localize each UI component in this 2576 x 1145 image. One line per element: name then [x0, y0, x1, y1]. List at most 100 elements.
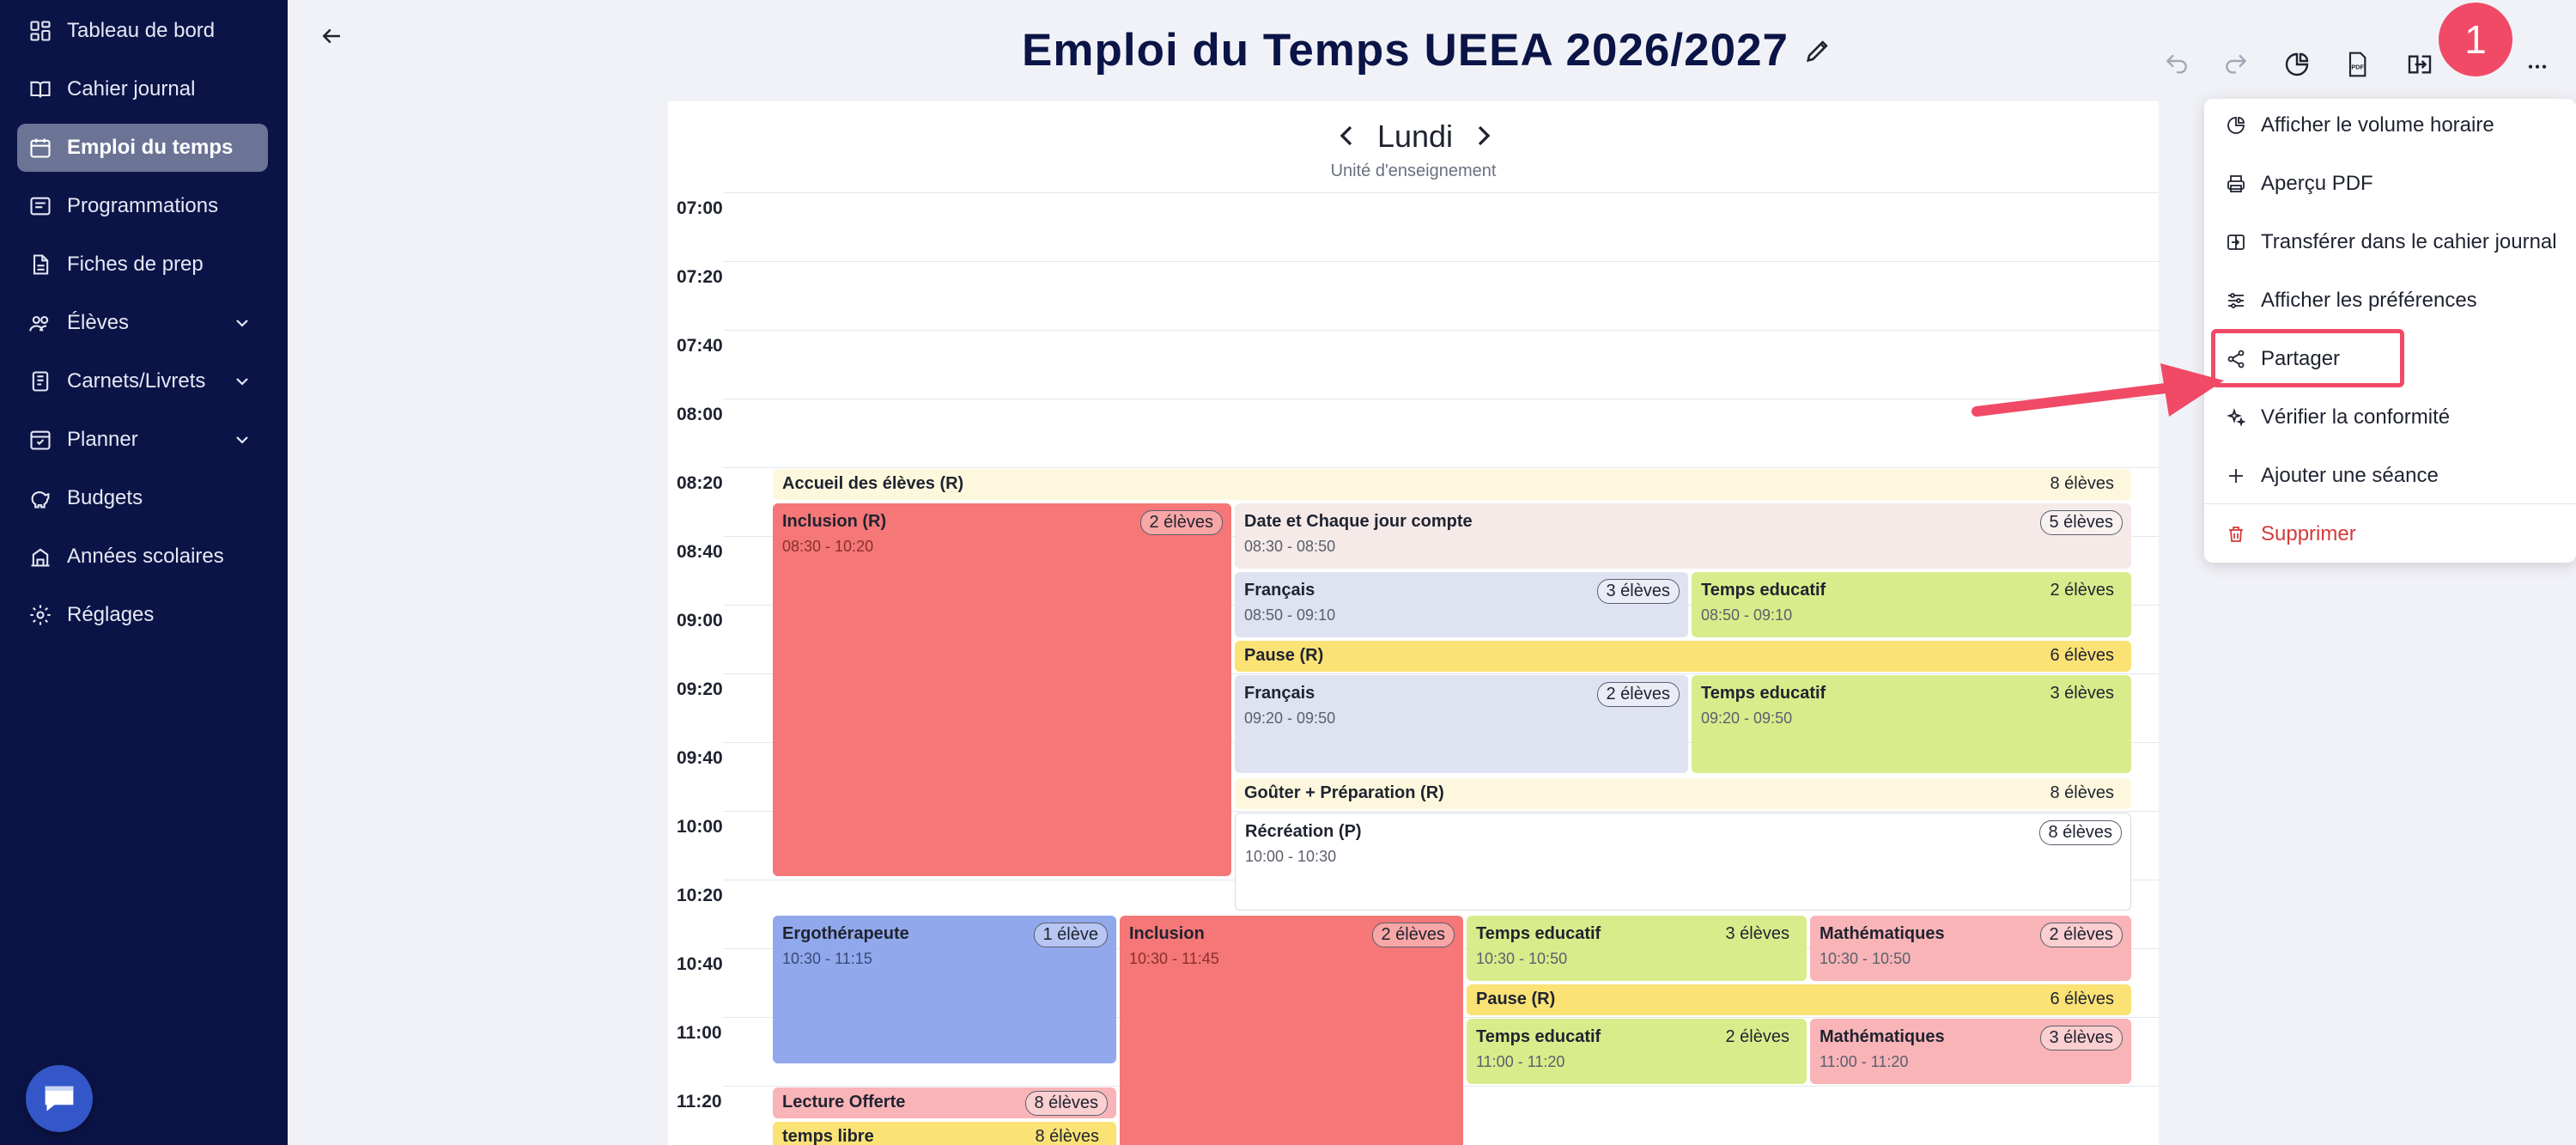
sidebar-item-tableau-de-bord[interactable]: Tableau de bord [17, 7, 268, 55]
more-options-button[interactable] [2519, 46, 2555, 82]
calendar-event[interactable]: Pause (R) 6 élèves [1235, 641, 2131, 672]
gear-icon [26, 600, 55, 630]
event-title: Temps educatif [1701, 581, 1826, 600]
grid-line [723, 811, 2159, 812]
annotation-highlight-box [2211, 329, 2404, 387]
calendar-event[interactable]: Français 08:50 - 09:10 3 élèves [1235, 572, 1688, 637]
sidebar-item-reglages[interactable]: Réglages [17, 591, 268, 639]
sidebar-item-label: Réglages [67, 603, 155, 626]
sidebar-item-emploi-du-temps[interactable]: Emploi du temps [17, 124, 268, 172]
time-label: 09:00 [677, 611, 723, 630]
time-label: 11:20 [677, 1092, 722, 1112]
chat-icon [45, 1086, 74, 1112]
book-icon [26, 75, 55, 104]
time-label: 07:20 [677, 267, 723, 287]
menu-item-verifier-conformite[interactable]: Vérifier la conformité [2204, 391, 2576, 444]
menu-item-apercu-pdf[interactable]: Aperçu PDF [2204, 157, 2576, 210]
transfer-button[interactable] [2402, 46, 2438, 82]
menu-item-preferences[interactable]: Afficher les préférences [2204, 274, 2576, 327]
sidebar-item-programmations[interactable]: Programmations [17, 182, 268, 230]
sidebar-item-carnets-livrets[interactable]: Carnets/Livrets [17, 357, 268, 405]
school-icon [26, 542, 55, 571]
event-count: 6 élèves [2050, 646, 2115, 665]
pdf-button[interactable]: PDF [2339, 46, 2375, 82]
calendar-event[interactable]: Mathématiques 11:00 - 11:20 3 élèves [1810, 1019, 2131, 1084]
chevron-left-icon[interactable] [1329, 119, 1364, 153]
calendar-event[interactable]: Temps educatif 09:20 - 09:50 3 élèves [1692, 675, 2131, 773]
calendar-event[interactable]: Ergothérapeute 10:30 - 11:15 1 élève [773, 916, 1116, 1063]
event-count: 5 élèves [2039, 510, 2123, 535]
time-label: 11:00 [677, 1023, 722, 1043]
calendar-event[interactable]: Temps educatif 08:50 - 09:10 2 élèves [1692, 572, 2131, 637]
sidebar-item-fiches-de-prep[interactable]: Fiches de prep [17, 241, 268, 289]
chevron-down-icon[interactable] [232, 429, 252, 450]
calendar-event[interactable]: Inclusion (R) 08:30 - 10:20 2 élèves [773, 503, 1231, 876]
event-title: Pause (R) [1244, 646, 1324, 665]
calendar-event[interactable]: Temps educatif 11:00 - 11:20 2 élèves [1467, 1019, 1807, 1084]
pencil-icon[interactable] [1803, 36, 1832, 65]
sidebar-item-cahier-journal[interactable]: Cahier journal [17, 65, 268, 113]
event-count: 8 élèves [1035, 1127, 1100, 1145]
event-title: Inclusion [1129, 924, 1205, 943]
menu-item-supprimer[interactable]: Supprimer [2204, 508, 2576, 561]
chevron-down-icon[interactable] [232, 371, 252, 392]
undo-icon [2166, 54, 2187, 74]
printer-icon [2223, 171, 2249, 197]
calendar-event[interactable]: Mathématiques 10:30 - 10:50 2 élèves [1810, 916, 2131, 981]
calendar-event[interactable]: temps libre 8 élèves [773, 1122, 1116, 1145]
time-label: 08:40 [677, 542, 723, 562]
back-button[interactable] [314, 19, 349, 53]
calendar-event[interactable]: Inclusion 10:30 - 11:45 2 élèves [1120, 916, 1463, 1145]
menu-item-partager[interactable]: Partager [2204, 332, 2576, 386]
grid-line [723, 467, 2159, 468]
calendar-event[interactable]: Français 09:20 - 09:50 2 élèves [1235, 675, 1688, 773]
calendar-event[interactable]: Pause (R) 6 élèves [1467, 984, 2131, 1015]
redo-icon [2226, 54, 2247, 74]
event-count: 8 élèves [1024, 1091, 1108, 1116]
annotation-arrow-icon [1971, 363, 2224, 417]
chevron-down-icon[interactable] [232, 313, 252, 333]
volume-horaire-button[interactable] [2279, 46, 2315, 82]
event-title: Ergothérapeute [782, 924, 909, 943]
event-title: Temps educatif [1476, 1027, 1601, 1046]
day-title: Lundi [1376, 119, 1454, 154]
event-time: 08:30 - 08:50 [1244, 538, 1336, 555]
sidebar-item-label: Fiches de prep [67, 253, 204, 276]
calendar-event[interactable]: Accueil des élèves (R) 8 élèves [773, 469, 2131, 500]
menu-item-transferer[interactable]: Transférer dans le cahier journal [2204, 216, 2576, 269]
sidebar-item-annees-scolaires[interactable]: Années scolaires [17, 533, 268, 581]
redo-button[interactable] [2218, 46, 2254, 82]
sidebar-item-planner[interactable]: Planner [17, 416, 268, 464]
sidebar-item-eleves[interactable]: Élèves [17, 299, 268, 347]
menu-item-volume-horaire[interactable]: Afficher le volume horaire [2204, 99, 2576, 152]
calendar-event[interactable]: Date et Chaque jour compte 08:30 - 08:50… [1235, 503, 2131, 569]
time-label: 07:00 [677, 198, 723, 218]
calendar-event[interactable]: Goûter + Préparation (R) 8 élèves [1235, 778, 2131, 809]
event-time: 09:20 - 09:50 [1244, 710, 1336, 727]
pie-chart-icon [2285, 52, 2309, 76]
event-count: 3 élèves [1596, 579, 1680, 604]
calendar-event[interactable]: Lecture Offerte 8 élèves [773, 1087, 1116, 1118]
event-title: Mathématiques [1820, 1027, 1945, 1046]
event-time: 10:00 - 10:30 [1245, 848, 1337, 865]
sidebar-item-label: Emploi du temps [67, 136, 234, 159]
sidebar: Tableau de bord Cahier journal Emploi du… [0, 0, 288, 1145]
event-count: 8 élèves [2038, 820, 2122, 845]
calendar-event[interactable]: Temps educatif 10:30 - 10:50 3 élèves [1467, 916, 1807, 981]
event-title: Inclusion (R) [782, 512, 887, 531]
event-time: 11:00 - 11:20 [1476, 1053, 1565, 1070]
chevron-right-icon[interactable] [1467, 119, 1501, 153]
event-count: 3 élèves [2050, 684, 2115, 703]
calendar-event[interactable]: Récréation (P) 10:00 - 10:30 8 élèves [1235, 813, 2131, 911]
event-count: 2 élèves [2050, 581, 2115, 600]
undo-button[interactable] [2159, 46, 2195, 82]
chat-button[interactable] [26, 1065, 93, 1132]
sidebar-item-label: Tableau de bord [67, 19, 216, 42]
menu-item-ajouter-seance[interactable]: Ajouter une séance [2204, 449, 2576, 502]
share-icon [2223, 346, 2249, 372]
time-label: 10:40 [677, 954, 723, 974]
sidebar-item-budgets[interactable]: Budgets [17, 474, 268, 522]
event-count: 8 élèves [2050, 783, 2115, 802]
grid-line [723, 192, 2159, 193]
calendar-day-view: Lundi Unité d'enseignement 07:00 07:20 0… [668, 101, 2159, 1145]
